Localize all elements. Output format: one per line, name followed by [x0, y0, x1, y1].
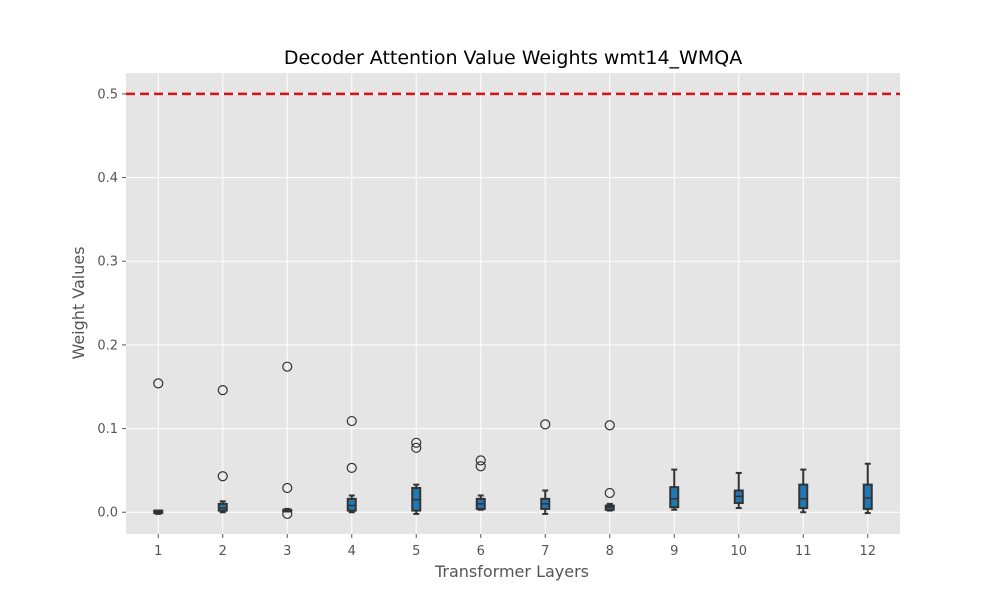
- outlier-point: [346, 415, 357, 427]
- outlier-point: [282, 482, 293, 494]
- outlier-point: [475, 461, 486, 472]
- box-layer-7: [540, 419, 551, 515]
- x-tick-label: 11: [795, 544, 812, 559]
- outlier-point: [604, 487, 615, 499]
- y-axis-label: Weight Values: [69, 246, 88, 359]
- outlier-point: [411, 437, 422, 448]
- box-iqr: [217, 502, 228, 512]
- outlier-point: [217, 384, 228, 396]
- box-layer-5: [411, 437, 422, 515]
- x-tick-label: 9: [670, 544, 678, 559]
- x-tick-label: 5: [412, 544, 420, 559]
- y-tick-label: 0.2: [97, 338, 118, 353]
- y-tick-label: 0.1: [97, 422, 118, 437]
- box-layer-6: [475, 455, 486, 511]
- box-layer-12: [862, 462, 873, 515]
- box-layer-11: [798, 468, 809, 514]
- outlier-point: [604, 420, 615, 431]
- plot-area: [126, 73, 900, 534]
- x-tick-label: 7: [541, 544, 549, 559]
- x-tick-label: 4: [348, 544, 356, 559]
- box-layer-2: [217, 384, 228, 514]
- box-layer-3: [282, 361, 293, 520]
- box-iqr: [862, 483, 873, 510]
- x-tick-label: 1: [154, 544, 162, 559]
- chart-title: Decoder Attention Value Weights wmt14_WM…: [284, 47, 742, 69]
- outlier-point: [475, 455, 486, 466]
- box-layer-1: [153, 378, 164, 515]
- outlier-point: [217, 471, 228, 482]
- x-tick-label: 2: [219, 544, 227, 559]
- box-layer-8: [604, 420, 615, 512]
- box-layer-4: [346, 415, 357, 514]
- y-tick-label: 0.0: [97, 506, 118, 521]
- outlier-point: [282, 361, 293, 372]
- x-tick-label: 8: [606, 544, 614, 559]
- y-tick-label: 0.4: [97, 171, 118, 186]
- box-layer-9: [669, 468, 680, 511]
- box-layer-10: [733, 471, 744, 510]
- x-tick-label: 12: [859, 544, 876, 559]
- x-tick-label: 3: [283, 544, 291, 559]
- outlier-point: [411, 442, 422, 453]
- boxes-group: [153, 361, 873, 520]
- box-iqr: [798, 483, 809, 510]
- box-iqr: [669, 486, 680, 509]
- x-tick-label: 6: [477, 544, 485, 559]
- ticks-group: 0.00.10.20.30.40.51 2 3 4 5 6 7 8 9 10 11 12: [97, 87, 876, 559]
- x-axis-label: Transformer Layers: [434, 562, 589, 581]
- box-iqr: [346, 497, 357, 512]
- x-tick-label: 10: [730, 544, 747, 559]
- outlier-point: [540, 419, 551, 430]
- y-tick-label: 0.3: [97, 255, 118, 270]
- y-tick-label: 0.5: [97, 87, 118, 102]
- outlier-point: [346, 462, 357, 474]
- outlier-point: [282, 508, 293, 520]
- outlier-point: [153, 378, 164, 389]
